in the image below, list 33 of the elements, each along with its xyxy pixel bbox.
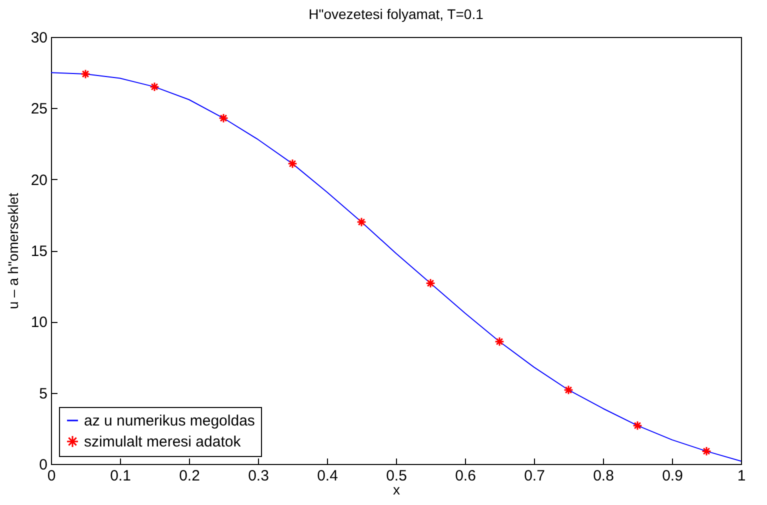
x-tick-label: 0.5 bbox=[386, 468, 407, 484]
line-series bbox=[50, 72, 742, 462]
x-tick-label: 0.7 bbox=[524, 468, 545, 484]
y-tick-label: 30 bbox=[30, 30, 48, 46]
y-tick-label: 0 bbox=[39, 456, 48, 474]
point bbox=[494, 336, 504, 347]
point bbox=[80, 69, 90, 79]
point bbox=[702, 446, 712, 456]
point bbox=[288, 158, 298, 169]
x-tick-label: 0.1 bbox=[110, 468, 131, 484]
x-tick-label: 0.9 bbox=[662, 468, 683, 484]
x-tick-label: 0.4 bbox=[317, 468, 338, 484]
x-tick-label: 0.8 bbox=[593, 468, 614, 484]
x-axis-title: x bbox=[393, 482, 400, 498]
y-tick-label: 10 bbox=[30, 314, 48, 332]
y-axis-title: u – a h"omerseklet bbox=[4, 192, 21, 310]
chart-title: H"ovezetesi folyamat, T=0.1 bbox=[308, 6, 484, 22]
x-tick-label: 0.3 bbox=[248, 468, 269, 484]
legend-label: szimulalt meresi adatok bbox=[84, 434, 242, 450]
y-tick-label: 5 bbox=[39, 385, 48, 402]
y-tick-label: 25 bbox=[30, 100, 48, 118]
point bbox=[564, 385, 574, 395]
x-tick-label: 1 bbox=[737, 468, 746, 484]
y-tick-label: 15 bbox=[30, 243, 48, 260]
point bbox=[356, 217, 366, 227]
point bbox=[632, 420, 642, 431]
point bbox=[218, 113, 228, 124]
legend-label: az u numerikus megoldas bbox=[84, 412, 255, 430]
x-tick-label: 0.6 bbox=[455, 468, 476, 484]
point bbox=[426, 278, 436, 288]
y-tick-label: 20 bbox=[30, 172, 48, 189]
point bbox=[150, 82, 160, 92]
x-tick-label: 0.2 bbox=[179, 468, 200, 484]
